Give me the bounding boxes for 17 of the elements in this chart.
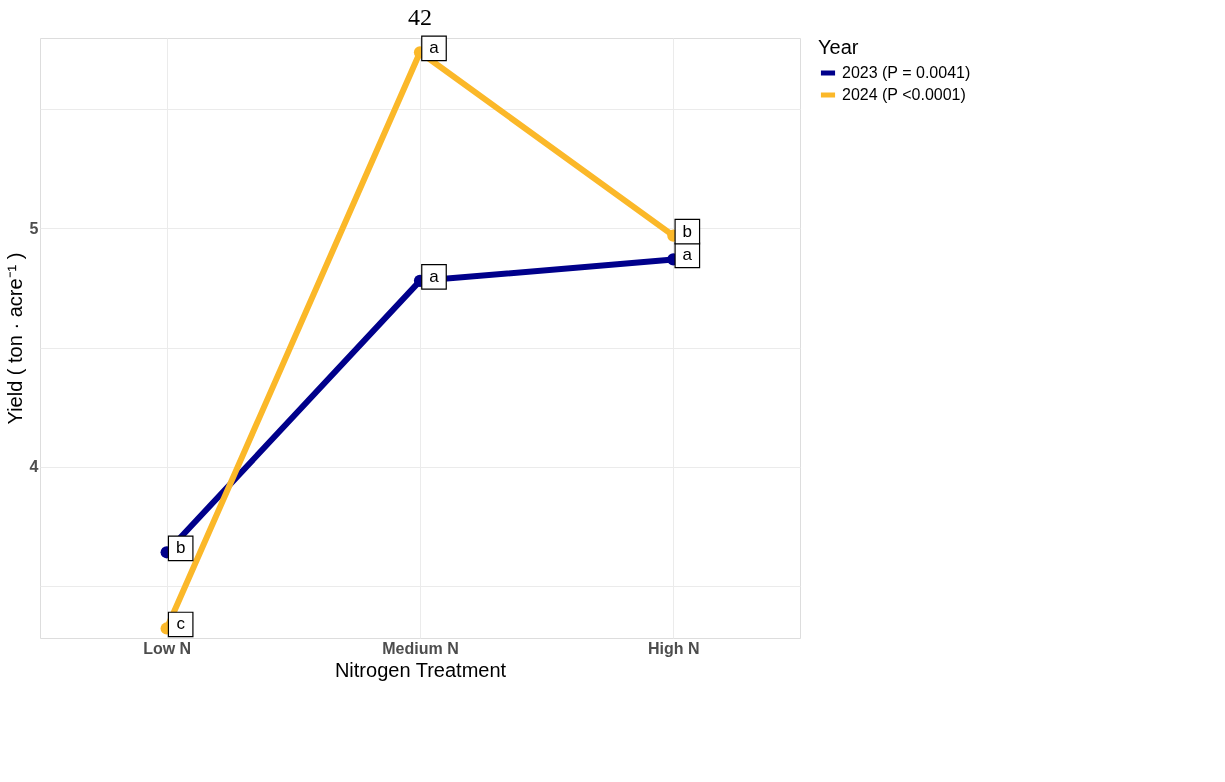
annotation: b	[682, 221, 693, 241]
annotation: b	[175, 538, 186, 558]
legend-title: Year	[818, 36, 859, 58]
y-tick-label: 5	[29, 219, 39, 237]
annotation: a	[682, 245, 693, 265]
y-tick-label: 4	[29, 458, 39, 476]
annotation: a	[429, 38, 440, 58]
x-axis-title: Nitrogen Treatment	[334, 658, 507, 681]
x-tick-label: Low N	[143, 639, 192, 657]
x-tick-label: Medium N	[382, 639, 459, 657]
legend-label: 2024 (P <0.0001)	[842, 86, 966, 103]
annotation: a	[429, 266, 440, 286]
chart-title: 42	[408, 3, 432, 30]
x-tick-label: High N	[648, 639, 700, 657]
legend-label: 2023 (P = 0.0041)	[842, 64, 971, 81]
y-axis-title: Yield ( ton · acre⁻¹ )	[3, 252, 26, 425]
annotation: c	[176, 614, 186, 634]
